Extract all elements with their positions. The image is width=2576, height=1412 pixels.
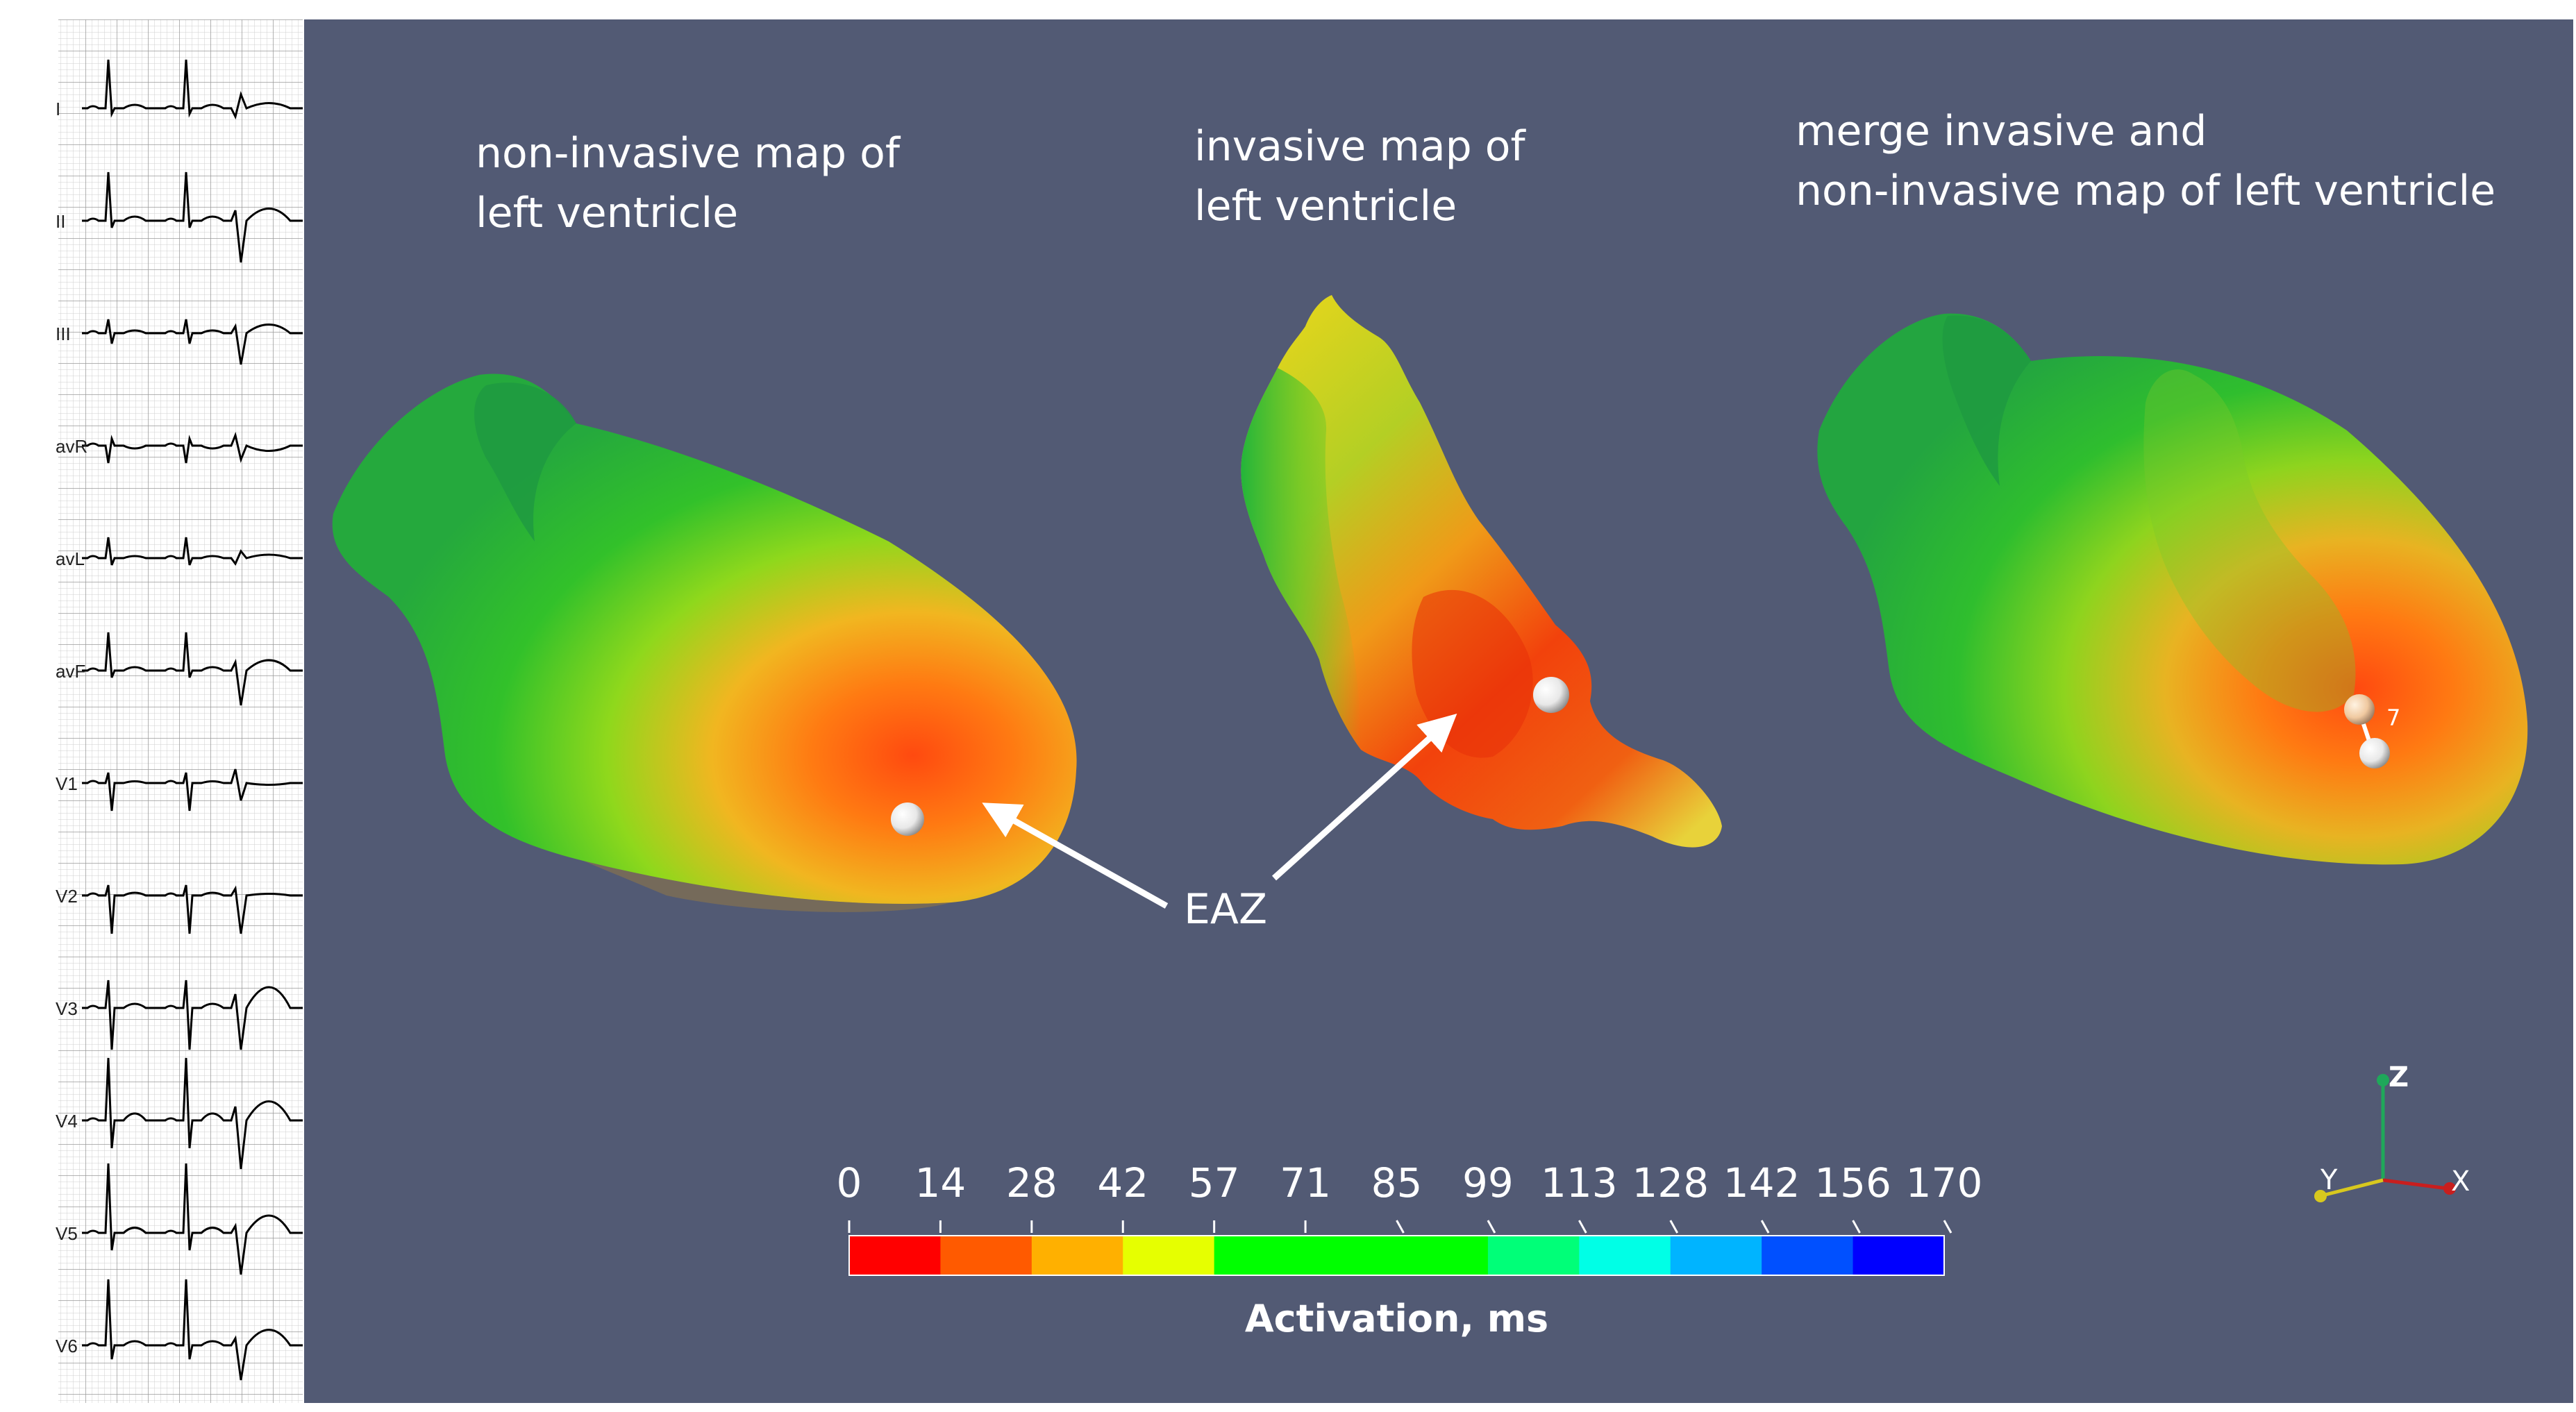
ecg-lead-label-iii: III	[56, 323, 71, 344]
ecg-lead-label-v2: V2	[56, 886, 78, 907]
merged-title-line2: non-invasive map of left ventricle	[1796, 167, 2496, 215]
ecg-trace-ii	[82, 171, 303, 263]
ecg-lead-label-v1: V1	[56, 773, 78, 794]
noninvasive-eaz-marker[interactable]	[891, 802, 924, 836]
colorbar-tick-label: 0	[836, 1159, 862, 1207]
ecg-trace-v6	[82, 1279, 303, 1381]
invasive-lv-model[interactable]	[1241, 295, 1722, 848]
ecg-trace-v5	[82, 1163, 303, 1275]
ecg-trace-avr	[82, 431, 303, 464]
merged-eaz-markers: 7	[2344, 694, 2400, 768]
colorbar-tick-mark	[1669, 1220, 1679, 1234]
eaz-label: EAZ	[1184, 885, 1268, 934]
colorbar-tick-label: 42	[1097, 1159, 1149, 1207]
distance-label: 7	[2386, 705, 2400, 731]
colorbar-tick-mark	[1852, 1220, 1861, 1234]
x-axis-tip	[2443, 1182, 2456, 1195]
ecg-grid	[58, 19, 303, 1403]
eaz-arrow-left	[982, 802, 1169, 909]
ecg-trace-iii	[82, 319, 303, 365]
colorbar-tick-label: 99	[1462, 1159, 1514, 1207]
merged-lv-model[interactable]	[1817, 313, 2528, 865]
colorbar-tick-label: 170	[1905, 1159, 1983, 1207]
ecg-trace-avf	[82, 632, 303, 706]
merged-map-title: merge invasive and non-invasive map of l…	[1796, 101, 2495, 221]
z-axis-label: Z	[2389, 1061, 2409, 1093]
ecg-trace-v3	[82, 980, 303, 1050]
colorbar-tick-mark	[1487, 1220, 1496, 1234]
colorbar-tick-label: 128	[1632, 1159, 1709, 1207]
colorbar-tick-mark	[1760, 1220, 1770, 1234]
colorbar-tick-label: 14	[914, 1159, 967, 1207]
ecg-lead-label-v3: V3	[56, 998, 78, 1019]
colorbar-segment	[849, 1236, 942, 1275]
x-axis-label: X	[2451, 1166, 2470, 1197]
colorbar-segment	[1214, 1236, 1306, 1275]
ecg-lead-label-i: I	[56, 99, 60, 119]
x-axis-line	[2382, 1178, 2448, 1191]
invasive-title-line2: left ventricle	[1194, 182, 1457, 230]
colorbar-title: Activation, ms	[1244, 1297, 1549, 1340]
noninvasive-title-line1: non-invasive map of	[476, 129, 901, 178]
merged-noninvasive-marker[interactable]	[2359, 738, 2390, 768]
ecg-trace-avl	[82, 537, 303, 566]
colorbar-tick-label: 156	[1814, 1159, 1891, 1207]
ecg-lead-label-v6: V6	[56, 1336, 78, 1356]
invasive-title-line1: invasive map of	[1194, 122, 1525, 171]
colorbar-segment	[1852, 1236, 1945, 1275]
noninvasive-lv-model[interactable]	[332, 373, 1077, 912]
ecg-trace-v4	[82, 1057, 303, 1170]
ecg-trace-v1	[82, 768, 303, 812]
colorbar-tick-label: 113	[1540, 1159, 1618, 1207]
eaz-arrows	[982, 713, 1457, 909]
eaz-arrow-right	[1271, 713, 1457, 881]
colorbar-tick-label: 28	[1005, 1159, 1057, 1207]
colorbar-segment	[1670, 1236, 1762, 1275]
ecg-lead-label-ii: II	[56, 211, 65, 232]
ecg-lead-label-avr: avR	[56, 436, 87, 457]
merged-invasive-marker[interactable]	[2344, 694, 2375, 725]
z-axis-tip	[2377, 1074, 2389, 1086]
colorbar-segment	[1762, 1236, 1854, 1275]
invasive-map-title: invasive map of left ventricle	[1194, 117, 1525, 236]
colorbar-segment	[1123, 1236, 1215, 1275]
orientation-axes: Z X Y	[2314, 1061, 2470, 1202]
ecg-lead-label-avf: avF	[56, 661, 85, 682]
colorbar-segment	[1305, 1236, 1398, 1275]
y-axis-tip	[2314, 1190, 2327, 1202]
colorbar-tick-mark	[1578, 1220, 1587, 1234]
colorbar-tick-label: 57	[1188, 1159, 1240, 1207]
colorbar-segment	[940, 1236, 1032, 1275]
ecg-lead-label-avl: avL	[56, 548, 85, 569]
ecg-traces	[82, 59, 303, 1381]
noninvasive-map-title: non-invasive map of left ventricle	[476, 124, 900, 243]
colorbar-tick-label: 71	[1280, 1159, 1331, 1207]
colorbar-tick-label: 85	[1371, 1159, 1423, 1207]
merged-title-line1: merge invasive and	[1796, 107, 2207, 156]
colorbar-segment	[1396, 1236, 1489, 1275]
colorbar-tick-mark	[1943, 1220, 1952, 1234]
ecg-lead-label-v4: V4	[56, 1111, 78, 1132]
invasive-eaz-marker[interactable]	[1533, 677, 1569, 713]
colorbar	[848, 1220, 1952, 1276]
colorbar-segment	[1579, 1236, 1671, 1275]
ecg-trace-v2	[82, 884, 303, 934]
colorbar-tick-label: 142	[1723, 1159, 1800, 1207]
y-axis-label: Y	[2320, 1164, 2338, 1196]
colorbar-tick-mark	[1396, 1220, 1405, 1234]
noninvasive-title-line2: left ventricle	[476, 189, 739, 237]
colorbar-segment	[1031, 1236, 1123, 1275]
ecg-trace-i	[82, 59, 303, 120]
colorbar-segment	[1487, 1236, 1580, 1275]
ecg-lead-label-v5: V5	[56, 1223, 78, 1244]
y-axis-line	[2322, 1178, 2384, 1197]
